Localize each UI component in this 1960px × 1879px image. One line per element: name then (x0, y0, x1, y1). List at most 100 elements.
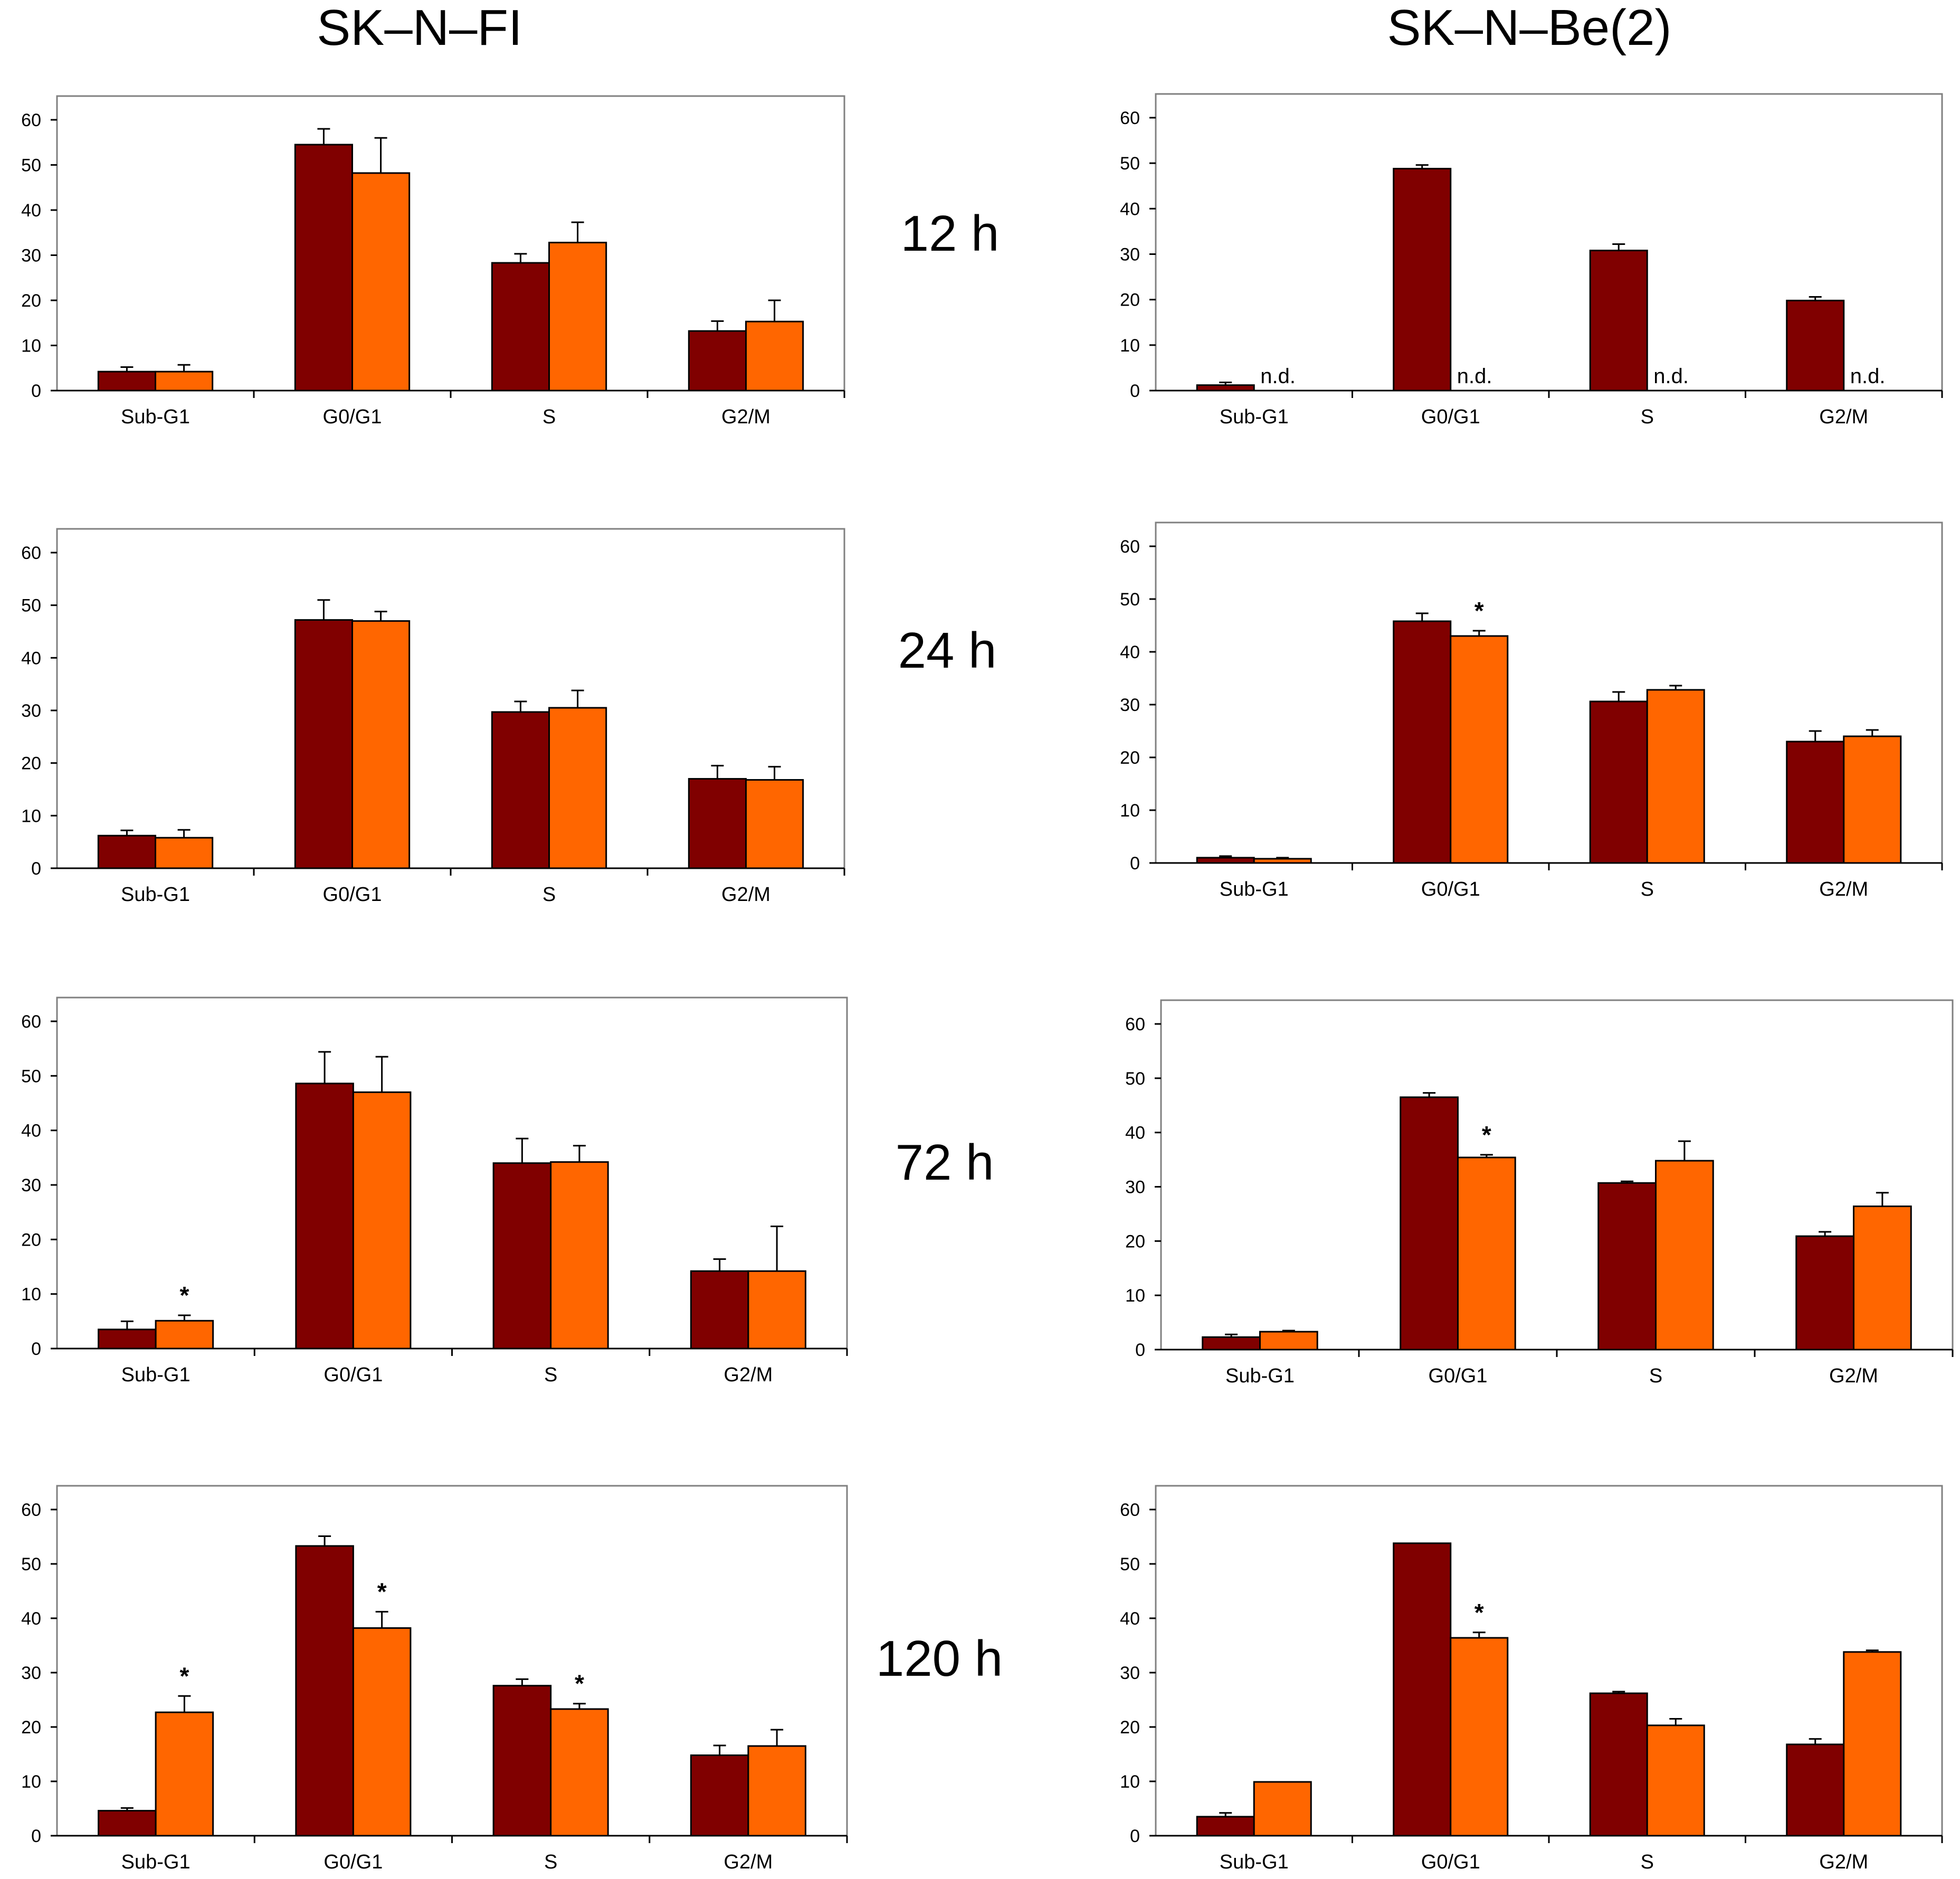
x-tick-label: Sub-G1 (121, 884, 190, 906)
bar-series-1 (1589, 1692, 1648, 1837)
y-tick-label: 40 (1120, 1609, 1140, 1629)
bar-series-2 (1450, 1637, 1509, 1837)
x-tick-label: Sub-G1 (1225, 1365, 1295, 1387)
charts-group: 0 10 20 30 40 50 60 Sub-G1 G0/G1 S G2/M 0 10 20 30 40 50… (21, 93, 1954, 1873)
y-tick-label: 0 (1135, 1340, 1145, 1360)
bar-series-2 (352, 1091, 412, 1350)
x-tick-label: Sub-G1 (121, 1364, 191, 1386)
x-tick-label: G2/M (721, 884, 770, 906)
bar-series-1 (1786, 299, 1845, 392)
y-tick-label: 60 (21, 110, 41, 130)
bar-series-2 (745, 779, 804, 869)
bar-series-1 (1589, 700, 1648, 864)
chart-panel-6: 0 10 20 30 40 50 60 Sub-G1 * G0/G1 * S * G2/M (21, 1485, 848, 1873)
chart-panel-4: 0 10 20 30 40 50 60 Sub-G1 * G0/G1 S G2/M (21, 997, 848, 1386)
bar-series-1 (688, 330, 747, 392)
bar-series-2 (548, 242, 607, 392)
x-tick-label: G2/M (724, 1851, 773, 1873)
bar-series-1 (1786, 1743, 1845, 1837)
y-tick-label: 50 (1120, 1554, 1140, 1574)
bar-series-1 (688, 778, 747, 869)
x-tick-label: G0/G1 (1429, 1365, 1488, 1387)
y-tick-label: 20 (1120, 290, 1140, 310)
y-tick-label: 60 (1120, 108, 1140, 128)
x-tick-label: G0/G1 (1421, 406, 1480, 428)
bar-series-1 (1786, 741, 1845, 864)
nd-label: n.d. (1653, 365, 1689, 388)
time-label-24h: 24 h (898, 622, 997, 679)
bar-series-1 (1589, 250, 1648, 392)
x-tick-label: Sub-G1 (121, 1851, 191, 1873)
y-tick-label: 60 (21, 1012, 41, 1032)
significance-star: * (179, 1282, 189, 1309)
y-tick-label: 20 (1120, 748, 1140, 768)
y-tick-label: 10 (21, 1285, 41, 1305)
y-tick-label: 0 (31, 381, 41, 401)
bar-series-1 (294, 144, 354, 392)
bar-series-2 (155, 1320, 214, 1350)
bar-series-2 (550, 1708, 609, 1837)
x-tick-label: G2/M (1819, 406, 1868, 428)
x-tick-label: S (543, 884, 556, 906)
bar-series-1 (690, 1754, 749, 1837)
bar-series-2 (1843, 1651, 1902, 1837)
y-tick-label: 20 (21, 754, 41, 774)
y-tick-label: 0 (31, 1339, 41, 1359)
bar-series-2 (1646, 689, 1705, 864)
x-tick-label: G2/M (1829, 1365, 1878, 1387)
bar-series-1 (491, 711, 550, 869)
y-tick-label: 0 (31, 1826, 41, 1846)
y-tick-label: 60 (21, 1500, 41, 1520)
significance-star: * (377, 1578, 387, 1606)
significance-star: * (1482, 1121, 1491, 1149)
x-tick-label: G0/G1 (1421, 878, 1480, 900)
chart-panel-0: 0 10 20 30 40 50 60 Sub-G1 G0/G1 S G2/M (21, 95, 845, 428)
x-tick-label: G2/M (724, 1364, 773, 1386)
y-tick-label: 20 (1125, 1231, 1145, 1251)
x-tick-label: Sub-G1 (121, 406, 190, 428)
x-tick-label: S (1641, 406, 1654, 428)
y-tick-label: 50 (1120, 154, 1140, 174)
bar-series-2 (1253, 858, 1312, 864)
bar-series-2 (155, 1711, 214, 1837)
nd-label: n.d. (1850, 365, 1886, 388)
y-tick-label: 10 (1120, 336, 1140, 356)
y-tick-label: 60 (21, 543, 41, 563)
y-tick-label: 60 (1120, 1500, 1140, 1520)
y-tick-label: 40 (21, 1609, 41, 1629)
bar-series-1 (1795, 1235, 1854, 1351)
y-tick-label: 50 (21, 596, 41, 616)
bar-series-1 (492, 1162, 552, 1350)
bar-series-1 (1196, 857, 1255, 864)
x-tick-label: G0/G1 (1421, 1851, 1480, 1873)
y-tick-label: 40 (21, 1121, 41, 1141)
nd-label: n.d. (1457, 365, 1492, 388)
time-label-12h: 12 h (901, 205, 1000, 262)
bar-series-1 (690, 1270, 749, 1350)
bar-series-1 (98, 1810, 157, 1837)
y-tick-label: 50 (21, 1554, 41, 1574)
bar-series-1 (98, 1328, 157, 1350)
column-title-right: SK–N–Be(2) (1387, 0, 1672, 56)
bar-series-2 (1843, 735, 1902, 864)
bar-series-1 (97, 834, 156, 869)
y-tick-label: 10 (1120, 801, 1140, 821)
x-tick-label: G2/M (721, 406, 770, 428)
y-tick-label: 0 (31, 859, 41, 879)
x-tick-label: S (1641, 878, 1654, 900)
x-tick-label: G2/M (1819, 878, 1868, 900)
x-tick-label: G0/G1 (324, 1851, 383, 1873)
x-tick-label: Sub-G1 (1220, 878, 1289, 900)
bar-series-1 (492, 1685, 552, 1837)
y-tick-label: 20 (1120, 1717, 1140, 1738)
x-tick-label: G0/G1 (323, 406, 382, 428)
y-tick-label: 0 (1130, 853, 1140, 874)
bar-series-2 (1655, 1160, 1714, 1351)
bar-series-1 (1393, 620, 1452, 864)
bar-series-1 (491, 262, 550, 392)
time-label-120h: 120 h (876, 1630, 1003, 1687)
y-tick-label: 30 (21, 1663, 41, 1683)
y-tick-label: 50 (21, 1066, 41, 1086)
bar-series-2 (1853, 1206, 1912, 1351)
